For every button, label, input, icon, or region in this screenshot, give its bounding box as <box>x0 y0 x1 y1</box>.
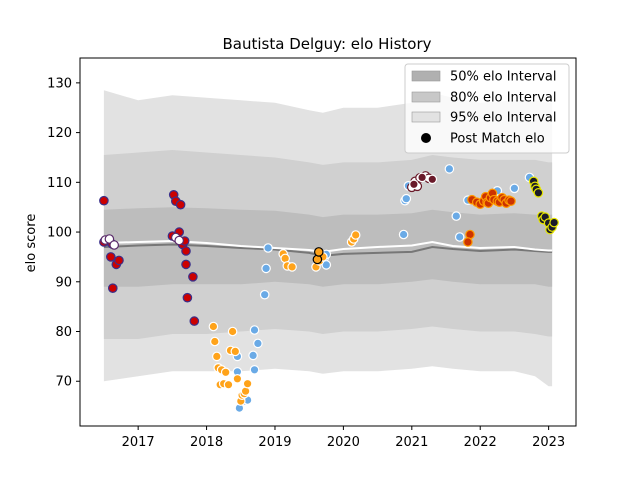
y-tick-label: 70 <box>55 375 72 390</box>
legend-swatch <box>411 111 441 123</box>
data-point <box>454 232 465 242</box>
data-point <box>212 351 222 362</box>
x-tick-label: 2017 <box>122 435 155 450</box>
data-point <box>175 199 186 210</box>
data-point <box>451 211 462 221</box>
data-point <box>108 283 118 293</box>
data-point <box>182 292 193 303</box>
data-point <box>109 240 119 250</box>
data-point <box>223 379 234 390</box>
data-point <box>263 243 273 253</box>
data-point <box>533 188 544 198</box>
data-point <box>230 346 241 357</box>
legend-frame <box>404 63 570 154</box>
legend: 50% elo Interval 80% elo Interval 95% elo … <box>404 63 570 154</box>
legend-swatch <box>411 91 441 103</box>
data-point <box>259 289 270 300</box>
y-tick-label: 130 <box>47 76 72 91</box>
legend-label: Post Match elo <box>450 132 545 147</box>
plot-frame <box>79 57 577 427</box>
y-tick-label: 120 <box>47 126 72 141</box>
data-point <box>181 246 191 256</box>
data-point <box>444 164 455 174</box>
data-point <box>321 260 332 270</box>
data-point <box>409 179 419 190</box>
mean-line <box>103 239 553 253</box>
data-point <box>249 364 260 375</box>
data-point <box>232 373 243 384</box>
axes: 2017 2018 2019 2020 2021 2022 2023 70 80 90 100 110… <box>47 57 577 450</box>
data-point <box>261 263 271 274</box>
data-point <box>114 255 124 266</box>
data-point <box>208 321 219 332</box>
legend-label: 95% elo Interval <box>450 111 557 126</box>
median-line <box>103 243 553 257</box>
y-tick-label: 90 <box>55 275 72 290</box>
plot-area <box>99 90 559 413</box>
y-tick-label: 80 <box>55 325 72 340</box>
legend-swatch <box>411 70 441 82</box>
data-point <box>249 325 260 335</box>
data-point <box>188 271 198 282</box>
data-point <box>509 183 520 194</box>
legend-marker <box>421 133 431 143</box>
data-point <box>210 336 220 347</box>
data-point <box>174 235 184 246</box>
legend-label: 80% elo Interval <box>450 91 557 106</box>
data-point <box>248 350 258 361</box>
data-point <box>189 316 200 326</box>
data-point <box>253 338 263 349</box>
x-tick-label: 2023 <box>532 435 565 450</box>
data-point <box>463 237 473 247</box>
x-tick-label: 2022 <box>464 435 497 450</box>
data-point <box>313 247 324 257</box>
legend-label: 50% elo Interval <box>450 70 557 85</box>
y-axis-label: elo score <box>24 214 39 273</box>
data-point <box>401 193 412 204</box>
y-tick-label: 110 <box>47 176 72 191</box>
y-tick-label: 100 <box>47 226 72 241</box>
data-point <box>242 378 253 389</box>
data-point <box>398 229 409 240</box>
data-point <box>227 326 238 337</box>
data-point <box>417 172 427 183</box>
chart-title: Bautista Delguy: elo History <box>223 35 432 53</box>
data-point <box>220 367 231 378</box>
x-tick-label: 2019 <box>258 435 291 450</box>
data-point <box>287 262 297 272</box>
data-point <box>99 195 109 206</box>
x-tick-label: 2018 <box>190 435 223 450</box>
band-50 <box>103 207 553 287</box>
data-point <box>427 174 438 185</box>
data-point <box>181 259 191 270</box>
data-point <box>506 196 516 206</box>
data-point <box>549 217 559 228</box>
x-tick-label: 2020 <box>327 435 360 450</box>
data-point <box>350 230 361 240</box>
x-tick-label: 2021 <box>395 435 428 450</box>
data-point <box>106 252 116 262</box>
